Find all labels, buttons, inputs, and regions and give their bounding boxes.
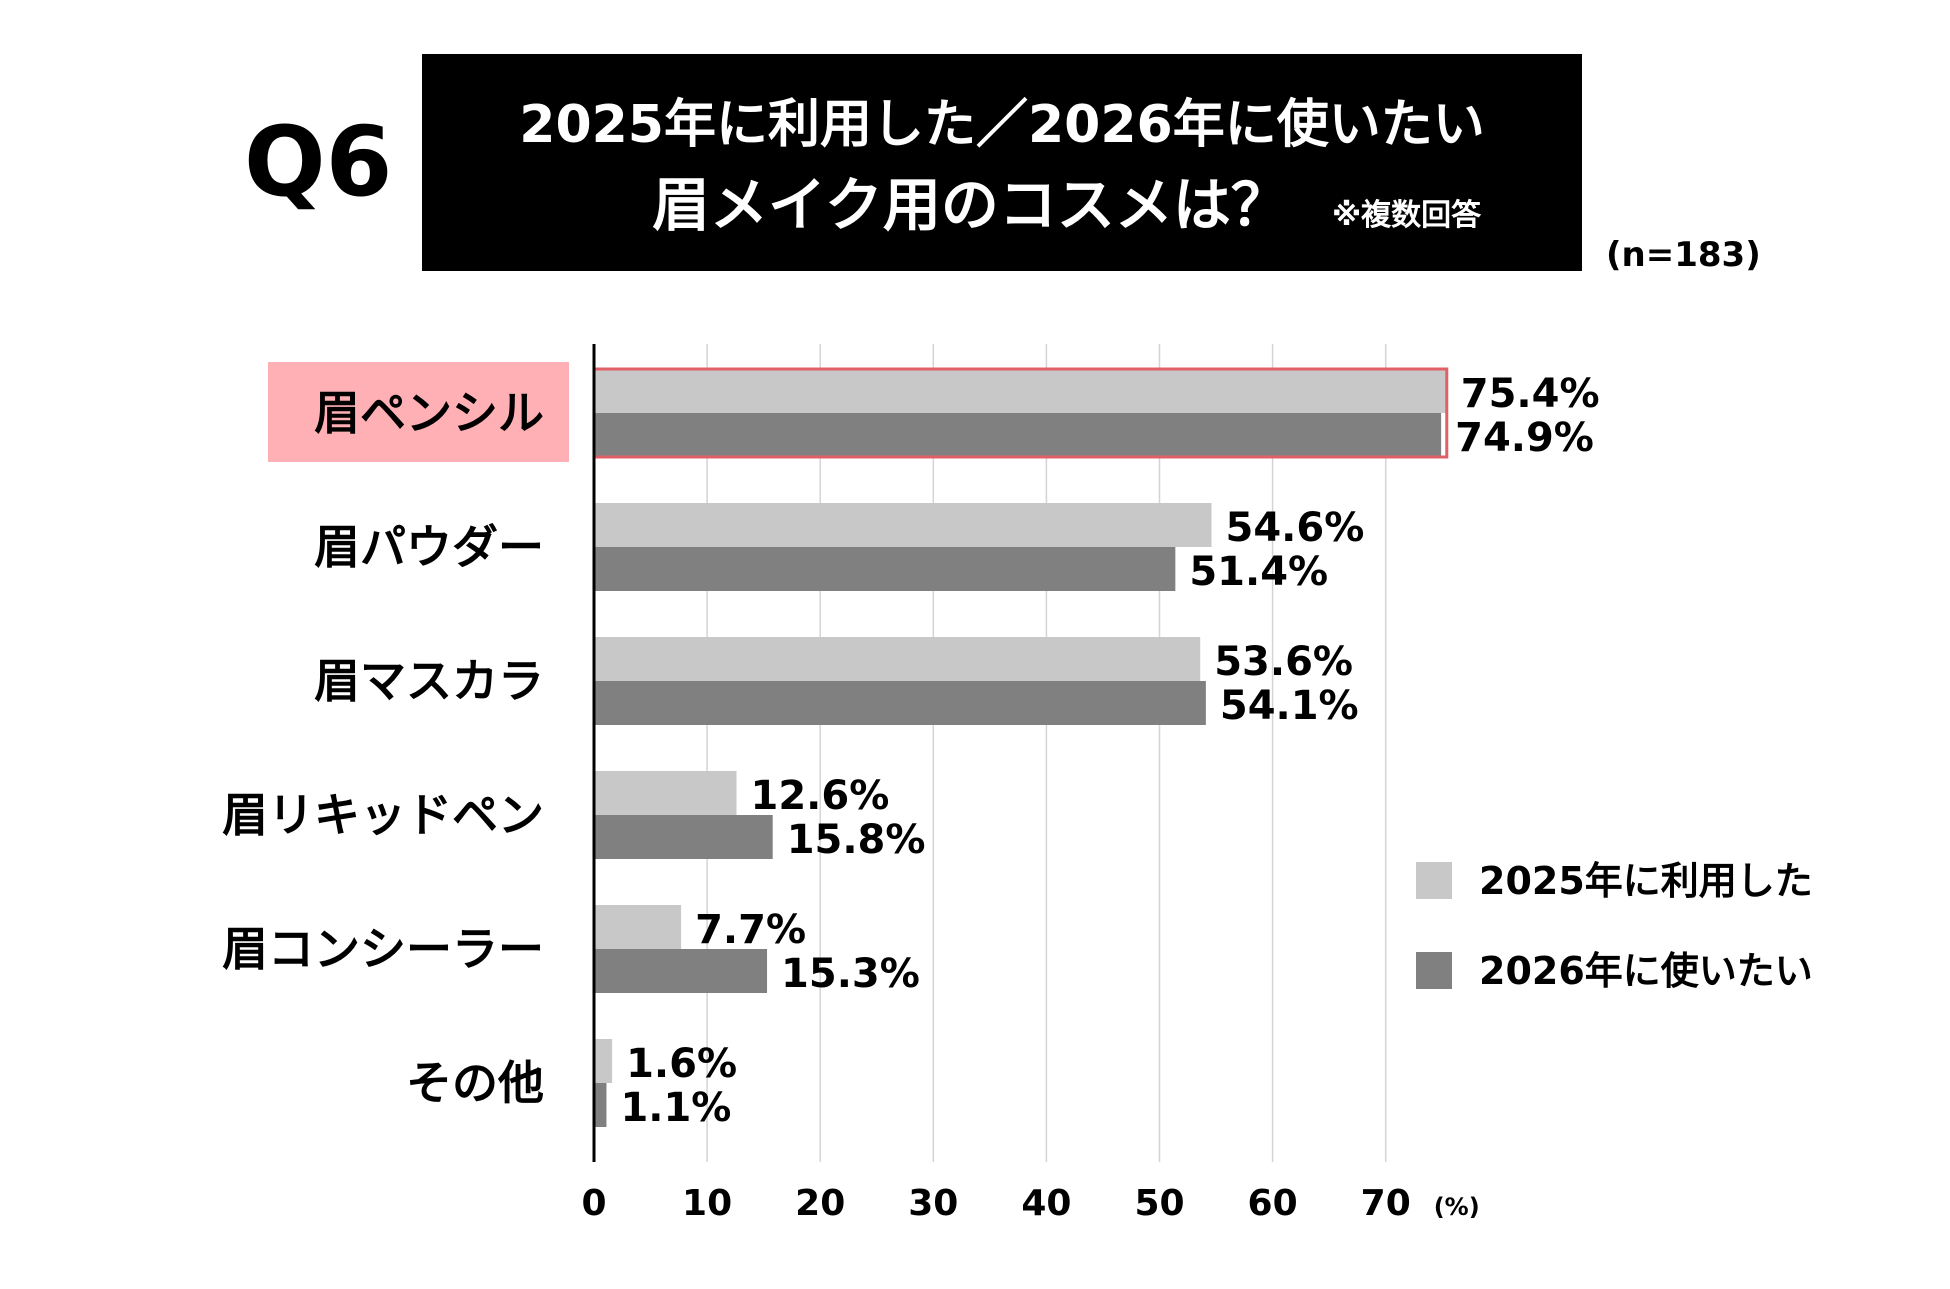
- bar: [594, 949, 768, 993]
- data-label: 51.4%: [1189, 549, 1328, 595]
- data-label: 12.6%: [751, 773, 890, 819]
- bar: [594, 413, 1442, 457]
- category-label: その他: [406, 1056, 544, 1110]
- data-label: 54.1%: [1220, 683, 1359, 729]
- data-label: 1.1%: [620, 1085, 731, 1131]
- sample-size: (n=183): [1606, 235, 1761, 275]
- data-label: 75.4%: [1461, 371, 1600, 417]
- x-tick-label: 40: [1021, 1183, 1071, 1224]
- legend-label: 2025年に利用した: [1479, 859, 1813, 903]
- bar: [594, 681, 1206, 725]
- question-number: Q6: [244, 106, 392, 218]
- legend-swatch: [1416, 862, 1452, 899]
- data-label: 15.8%: [787, 817, 926, 863]
- title-line2: 眉メイク用のコスメは？: [652, 171, 1289, 239]
- x-tick-label: 30: [908, 1183, 958, 1224]
- category-label: 眉ペンシル: [314, 386, 544, 440]
- x-tick-label: 60: [1248, 1183, 1298, 1224]
- bar: [594, 1039, 613, 1083]
- x-unit-label: (%): [1434, 1193, 1480, 1221]
- category-label: 眉リキッドペン: [222, 788, 544, 842]
- bar: [594, 503, 1212, 547]
- bar: [594, 637, 1201, 681]
- category-label: 眉コンシーラー: [222, 922, 544, 976]
- category-label: 眉マスカラ: [314, 654, 544, 708]
- x-tick-label: 50: [1134, 1183, 1184, 1224]
- bar: [594, 1083, 607, 1127]
- x-tick-label: 0: [581, 1183, 606, 1224]
- data-label: 15.3%: [781, 951, 920, 997]
- bar: [594, 771, 737, 815]
- bar: [594, 815, 773, 859]
- data-label: 74.9%: [1455, 415, 1594, 461]
- x-tick-label: 10: [682, 1183, 732, 1224]
- bar: [594, 369, 1447, 413]
- bar: [594, 905, 682, 949]
- title-box: [422, 54, 1582, 271]
- title-note: ※複数回答: [1332, 198, 1482, 233]
- title-line1: 2025年に利用した／2026年に使いたい: [519, 95, 1484, 155]
- x-tick-label: 20: [795, 1183, 845, 1224]
- legend-swatch: [1416, 952, 1452, 989]
- category-highlight: [268, 362, 569, 462]
- x-tick-label: 70: [1361, 1183, 1411, 1224]
- bar: [594, 547, 1176, 591]
- legend-label: 2026年に使いたい: [1479, 949, 1813, 993]
- category-label: 眉パウダー: [314, 520, 544, 574]
- data-label: 53.6%: [1214, 639, 1353, 685]
- data-label: 54.6%: [1226, 505, 1365, 551]
- data-label: 1.6%: [626, 1041, 737, 1087]
- data-label: 7.7%: [695, 907, 806, 953]
